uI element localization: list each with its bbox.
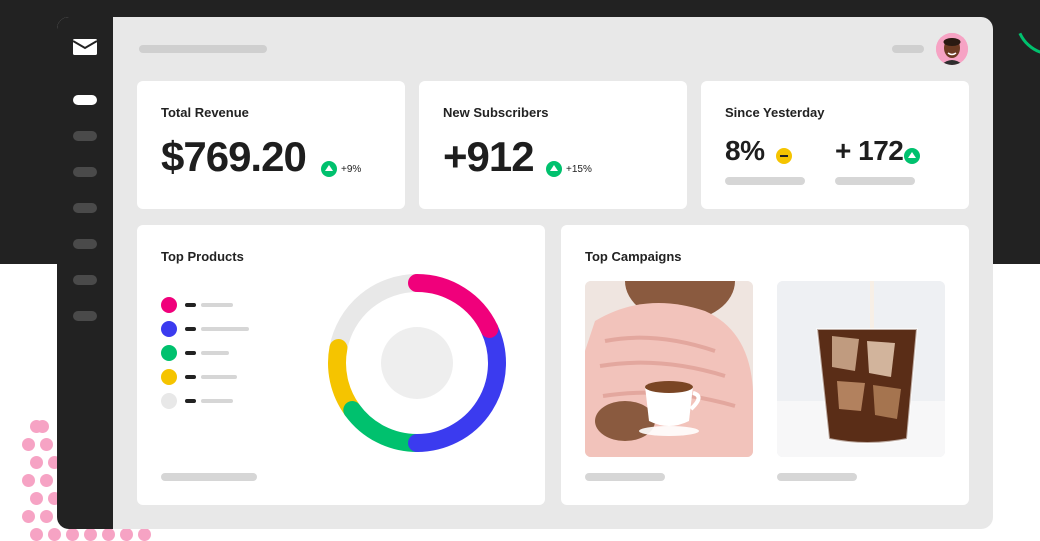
placeholder-bar [725,177,805,185]
avatar-portrait [936,33,968,65]
new-subscribers-card[interactable]: New Subscribers +912 +15% [419,81,687,209]
since-yesterday-card[interactable]: Since Yesterday 8% + 172 [701,81,969,209]
decorative-dot [40,474,53,487]
legend-swatch [161,369,177,385]
products-donut-chart[interactable] [327,273,507,453]
sidebar-item-1[interactable] [73,95,97,105]
top-campaigns-card[interactable]: Top Campaigns [561,225,969,505]
campaign-photo-iced-coffee [777,281,945,457]
since-count-value: + 172 [835,135,904,166]
decorative-dot [36,420,49,433]
legend-label-placeholder [201,327,249,331]
campaign-image-coffee-cup[interactable] [585,281,753,457]
decorative-dot [22,438,35,451]
donut-slice[interactable] [328,339,362,420]
total-revenue-card[interactable]: Total Revenue $769.20 +9% [137,81,405,209]
subscribers-value: +912 [443,133,535,180]
trend-up-icon [546,161,562,177]
card-title: New Subscribers [443,105,549,120]
since-percent-value: 8% [725,135,765,166]
campaign-image-iced-coffee[interactable] [777,281,945,457]
decorative-dot [30,492,43,505]
legend-item[interactable] [161,393,281,409]
sidebar-item-6[interactable] [73,275,97,285]
revenue-value: $769.20 [161,133,307,180]
legend-label-placeholder [201,303,233,307]
card-title: Top Products [161,249,244,264]
revenue-delta: +9% [341,164,362,175]
donut-slice[interactable] [408,319,506,452]
legend-dash [185,375,196,379]
decorative-dot [22,510,35,523]
legend-dash [185,399,196,403]
legend-label-placeholder [201,351,229,355]
subscribers-delta: +15% [566,164,592,175]
card-title: Since Yesterday [725,105,825,120]
search-placeholder-bar[interactable] [139,45,267,53]
donut-slice[interactable] [329,274,418,350]
legend-swatch [161,297,177,313]
trend-neutral-icon [776,148,792,164]
dashboard-window: Total Revenue $769.20 +9% New Subscriber… [57,17,993,529]
legend-item[interactable] [161,345,281,361]
legend-item[interactable] [161,369,281,385]
trend-up-icon [904,148,920,164]
legend-swatch [161,393,177,409]
trend-up-icon [321,161,337,177]
avatar[interactable] [936,33,968,65]
sidebar-item-4[interactable] [73,203,97,213]
decorative-dot [22,474,35,487]
legend-label-placeholder [201,375,237,379]
placeholder-bar [777,473,857,481]
placeholder-bar [585,473,665,481]
decorative-dot [40,438,53,451]
legend-swatch [161,345,177,361]
decorative-dot [30,456,43,469]
placeholder-bar [835,177,915,185]
donut-center [381,327,453,399]
card-title: Total Revenue [161,105,249,120]
legend-dash [185,327,196,331]
sidebar-item-3[interactable] [73,167,97,177]
decorative-dot [40,510,53,523]
topbar-menu-placeholder[interactable] [892,45,924,53]
legend-label-placeholder [201,399,233,403]
legend-item[interactable] [161,321,281,337]
sidebar [57,17,113,529]
top-products-card[interactable]: Top Products [137,225,545,505]
legend-dash [185,351,196,355]
legend-dash [185,303,196,307]
placeholder-bar [161,473,257,481]
mail-logo-icon[interactable] [73,39,97,55]
sidebar-item-2[interactable] [73,131,97,141]
legend-item[interactable] [161,297,281,313]
donut-slice[interactable] [343,401,426,452]
donut-slice[interactable] [408,274,499,338]
sidebar-item-5[interactable] [73,239,97,249]
legend-swatch [161,321,177,337]
sidebar-item-7[interactable] [73,311,97,321]
campaign-photo-woman-coffee [585,281,753,457]
card-title: Top Campaigns [585,249,682,264]
